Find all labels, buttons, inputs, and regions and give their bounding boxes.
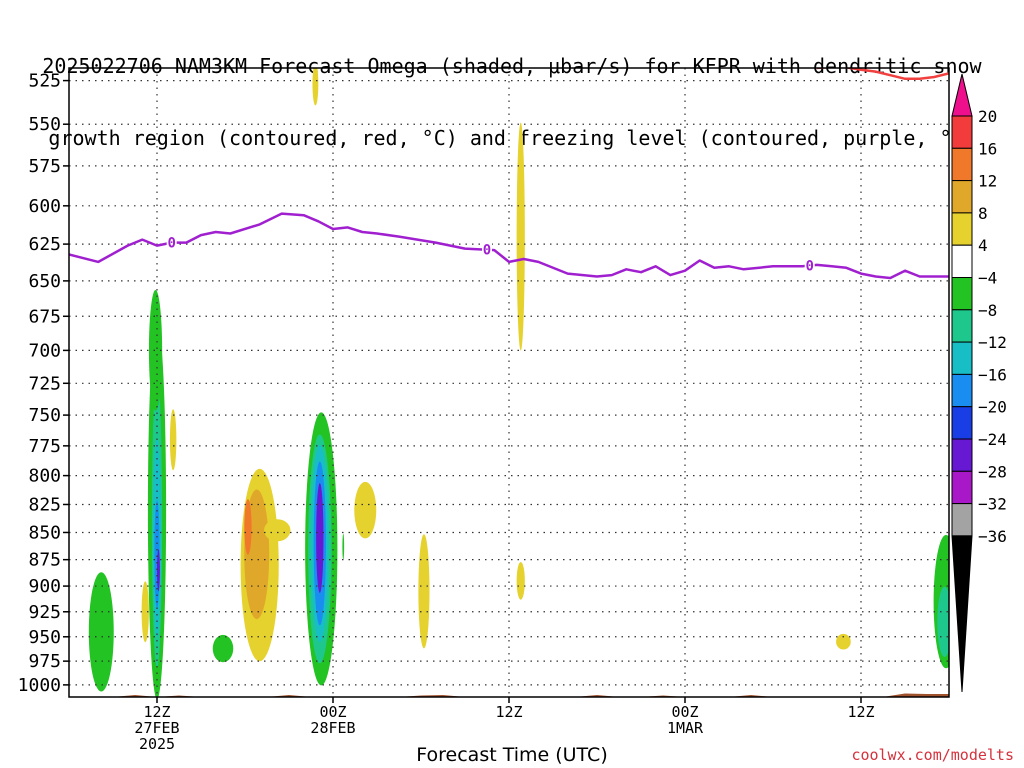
omega-cell-24 — [516, 561, 525, 600]
colorbar-label-7: −12 — [978, 333, 1007, 352]
pressure-axis: 525 550 575 600 625 650 675 700 725 750 775 800 825 8… — [18, 71, 69, 696]
xtick-label-3-0: 00Z — [671, 703, 698, 721]
colorbar: 20 16 12 8 4 −4 −8 −12 −16 −20 −24 −28 −32 −36 — [951, 73, 1007, 693]
colorbar-label-10: −24 — [978, 430, 1007, 449]
chart-title-line-2: growth region (contoured, red, °C) and f… — [48, 126, 976, 150]
terrain-band — [69, 693, 949, 697]
omega-cell-9 — [212, 634, 234, 663]
ytick-label-675: 675 — [28, 306, 61, 327]
gridlines — [69, 68, 949, 697]
ytick-label-750: 750 — [28, 405, 61, 426]
colorbar-label-12: −32 — [978, 495, 1007, 514]
colorbar-label-2: 12 — [978, 172, 997, 191]
colorbar-label-11: −28 — [978, 462, 1007, 481]
colorbar-seg-7 — [951, 309, 973, 343]
ytick-label-525: 525 — [28, 71, 61, 92]
ytick-label-575: 575 — [28, 156, 61, 177]
xtick-label-4-0: 12Z — [847, 703, 874, 721]
ytick-label-650: 650 — [28, 271, 61, 292]
colorbar-seg-2 — [951, 147, 973, 182]
ytick-label-975: 975 — [28, 651, 61, 672]
colorbar-seg-1 — [951, 115, 973, 149]
ytick-label-775: 775 — [28, 436, 61, 457]
omega-cell-7 — [169, 409, 177, 471]
ytick-label-900: 900 — [28, 576, 61, 597]
colorbar-seg-4 — [951, 212, 973, 246]
chart-title-line-1: 2025022706 NAM3KM Forecast Omega (shaded… — [42, 54, 982, 78]
ytick-label-725: 725 — [28, 373, 61, 394]
omega-cell-27 — [937, 586, 949, 657]
ytick-label-700: 700 — [28, 340, 61, 361]
xtick-label-1-1: 28FEB — [310, 719, 355, 737]
xtick-label-1-0: 00Z — [319, 703, 346, 721]
omega-cell-23 — [516, 122, 525, 351]
colorbar-seg-10 — [951, 406, 973, 440]
ytick-label-825: 825 — [28, 494, 61, 515]
ytick-label-800: 800 — [28, 466, 61, 487]
colorbar-seg-3 — [951, 180, 973, 214]
ytick-label-625: 625 — [28, 234, 61, 255]
ytick-label-850: 850 — [28, 522, 61, 543]
omega-cell-6 — [148, 290, 163, 411]
plot-frame — [68, 67, 950, 698]
ytick-label-1000: 1000 — [18, 675, 61, 696]
colorbar-label-0: 20 — [978, 107, 997, 126]
freezing-label-bg-1 — [482, 241, 492, 258]
colorbar-label-9: −20 — [978, 398, 1007, 417]
omega-cell-19 — [312, 68, 319, 106]
ytick-label-600: 600 — [28, 196, 61, 217]
colorbar-seg-9 — [951, 373, 973, 408]
xtick-label-3-1: 1MAR — [667, 719, 704, 737]
colorbar-label-1: 16 — [978, 139, 997, 158]
ytick-label-550: 550 — [28, 114, 61, 135]
colorbar-seg-13 — [951, 503, 973, 537]
omega-cell-5 — [157, 549, 160, 592]
omega-cell-25 — [836, 633, 851, 650]
freezing-level-line — [69, 212, 949, 280]
omega-shading — [69, 68, 949, 697]
omega-cell-13 — [264, 519, 291, 542]
freezing-label-2: 0 — [805, 259, 813, 275]
omega-cell-21 — [354, 481, 377, 539]
credit-link[interactable]: coolwx.com/modelts — [851, 746, 1014, 764]
xtick-label-0-2: 2025 — [139, 735, 175, 753]
omega-cell-20 — [342, 533, 345, 560]
colorbar-seg-6 — [951, 277, 973, 311]
xtick-label-0-0: 12Z — [143, 703, 170, 721]
freezing-label-1: 0 — [483, 243, 491, 259]
ytick-label-875: 875 — [28, 550, 61, 571]
x-axis-title: Forecast Time (UTC) — [416, 744, 608, 766]
chart-title: 2025022706 NAM3KM Forecast Omega (shaded… — [0, 6, 1024, 174]
omega-cell-0 — [88, 572, 114, 692]
colorbar-bottom-arrow — [951, 535, 973, 693]
colorbar-label-4: 4 — [978, 236, 988, 255]
colorbar-label-13: −36 — [978, 527, 1007, 546]
colorbar-seg-12 — [951, 470, 973, 505]
colorbar-top-arrow — [951, 73, 973, 117]
xtick-label-2-0: 12Z — [495, 703, 522, 721]
colorbar-seg-11 — [951, 438, 973, 472]
colorbar-label-8: −16 — [978, 365, 1007, 384]
ytick-label-925: 925 — [28, 602, 61, 623]
omega-cell-22 — [418, 534, 430, 649]
omega-cell-12 — [244, 499, 252, 555]
colorbar-seg-8 — [951, 341, 973, 375]
omega-cell-8 — [141, 581, 149, 643]
colorbar-seg-5 — [951, 244, 973, 278]
freezing-label-0: 0 — [167, 236, 175, 252]
xtick-label-0-1: 27FEB — [134, 719, 179, 737]
ytick-label-950: 950 — [28, 627, 61, 648]
colorbar-label-3: 8 — [978, 204, 988, 223]
omega-cell-18 — [316, 483, 324, 593]
colorbar-label-5: −4 — [978, 269, 997, 288]
dgz-contour-line — [817, 68, 949, 81]
freezing-label-bg-2 — [804, 257, 815, 274]
colorbar-label-6: −8 — [978, 301, 997, 320]
contour-lines: 0 0 0 — [69, 68, 949, 280]
freezing-label-bg-0 — [166, 234, 177, 251]
